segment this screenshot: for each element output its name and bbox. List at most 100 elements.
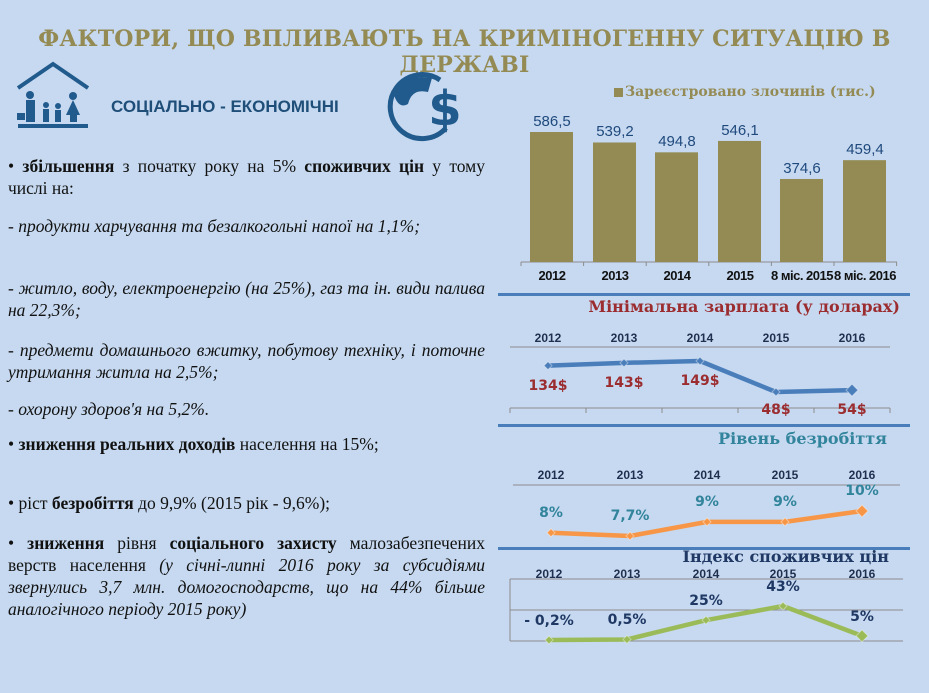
x-tick-label: 2016 — [848, 567, 876, 581]
text: - предмети домашнього вжитку, побутову т… — [8, 340, 485, 382]
x-tick-label: 2013 — [616, 468, 644, 482]
x-tick-label: 2014 — [692, 567, 720, 581]
bullet-income: • зниження реальних доходів населення на… — [8, 433, 485, 455]
section-label: СОЦІАЛЬНО - ЕКОНОМІЧНІ — [111, 97, 339, 116]
chart-title-cpi: Індекс споживчих цін — [682, 547, 889, 566]
text: - житло, воду, електроенергію (на 25%), … — [8, 278, 485, 320]
data-point-marker — [702, 517, 712, 527]
x-tick-label: 2014 — [693, 468, 721, 482]
x-tick-label: 2012 — [538, 268, 566, 283]
data-label: 0,5% — [607, 612, 647, 629]
data-point-marker — [778, 601, 788, 611]
data-point-marker — [855, 629, 869, 643]
x-tick-label: 2015 — [769, 567, 797, 581]
divider — [498, 293, 910, 296]
bullet-unemployment: • ріст безробіття до 9,9% (2015 рік - 9,… — [8, 492, 485, 514]
text: малозабезпечених верств населення — [8, 533, 486, 575]
bullet-dot: • — [8, 533, 15, 553]
bullet-prices: • збільшення з початку року на 5% спожив… — [8, 155, 485, 199]
bullet-dot: • — [8, 434, 15, 454]
data-label: 25% — [689, 593, 723, 610]
text: з початку року на 5% — [114, 156, 305, 176]
x-tick-label: 2013 — [613, 567, 641, 581]
sub-item-household: - предмети домашнього вжитку, побутову т… — [8, 339, 485, 383]
bar-data-label: 374,6 — [783, 159, 821, 177]
data-label: 9% — [773, 493, 797, 510]
text: (у січні-липні 2016 року за субсидіями з… — [8, 555, 485, 619]
bar — [718, 140, 761, 262]
data-label: - 0,2% — [524, 613, 574, 629]
page-title: ФАКТОРИ, ЩО ВПЛИВАЮТЬ НА КРИМІНОГЕННУ СИ… — [38, 26, 891, 78]
svg-text:$: $ — [428, 81, 461, 137]
sub-item-housing: - житло, воду, електроенергію (на 25%), … — [8, 277, 485, 321]
bar — [843, 160, 886, 262]
data-point-marker — [619, 358, 629, 368]
bold-text: соціального захисту — [169, 533, 337, 553]
data-label: 149$ — [680, 373, 720, 389]
x-tick-label: 2016 — [838, 331, 866, 345]
data-label: 48$ — [761, 402, 791, 418]
bar-data-label: 494,8 — [658, 133, 696, 151]
x-tick-label: 2015 — [762, 331, 790, 345]
bold-text: збільшення — [22, 156, 115, 176]
divider — [498, 424, 910, 427]
bold-text: безробіття — [51, 493, 134, 513]
data-label: 9% — [695, 493, 719, 510]
data-label: 7,7% — [610, 508, 650, 524]
x-tick-label: 2012 — [537, 468, 565, 482]
x-tick-label: 8 міс. 2015 — [771, 268, 833, 283]
data-point-marker — [546, 528, 556, 538]
data-point-marker — [845, 383, 859, 397]
data-point-marker — [625, 531, 635, 541]
data-label: 5% — [850, 608, 874, 625]
bar-chart-legend: Зареєстровано злочинів (тис.) — [614, 84, 876, 100]
legend-swatch — [614, 87, 623, 97]
x-tick-label: 2013 — [601, 268, 629, 283]
x-tick-label: 2012 — [534, 331, 562, 345]
x-tick-label: 2016 — [848, 468, 876, 482]
data-point-marker — [780, 517, 790, 527]
text: до 9,9% (2015 рік - 9,6%); — [133, 493, 331, 513]
data-label: 8% — [539, 504, 563, 521]
data-label: 10% — [845, 483, 879, 499]
bullet-social-protection: • зниження рівня соціального захисту мал… — [8, 532, 485, 620]
data-point-marker — [695, 356, 705, 366]
data-label: 134$ — [528, 377, 568, 394]
x-tick-label: 8 міс. 2016 — [834, 268, 896, 283]
text: рівня — [104, 533, 170, 553]
data-label: 143$ — [604, 374, 644, 391]
bar-data-label: 539,2 — [596, 123, 634, 141]
data-point-marker — [544, 635, 554, 645]
x-tick-label: 2012 — [535, 567, 563, 581]
x-tick-label: 2015 — [726, 268, 754, 283]
bar-data-label: 546,1 — [721, 121, 759, 139]
bar — [593, 142, 636, 262]
data-point-marker — [543, 360, 553, 371]
x-tick-label: 2014 — [686, 331, 714, 345]
bold-text: споживчих цін — [304, 156, 425, 176]
bold-text: зниження — [27, 533, 105, 553]
bar-data-label: 459,4 — [846, 141, 884, 159]
text: у тому числі на: — [8, 156, 485, 198]
x-tick-label: 2015 — [771, 468, 799, 482]
bold-text: зниження реальних доходів — [18, 434, 236, 454]
text: ріст — [14, 493, 52, 513]
bar — [780, 178, 823, 262]
divider — [498, 547, 910, 550]
x-tick-label: 2013 — [610, 331, 638, 345]
text: - охорону здоров'я на 5,2%. — [8, 399, 210, 419]
globe-dollar-icon: $ — [387, 72, 462, 142]
data-point-marker — [701, 615, 711, 625]
sub-item-health: - охорону здоров'я на 5,2%. — [8, 398, 485, 420]
data-point-marker — [855, 504, 869, 518]
chart-title-unemployment: Рівень безробіття — [718, 429, 887, 448]
bullet-dot: • — [8, 156, 15, 176]
bar — [655, 152, 698, 262]
text: - продукти харчування та безалкогольні н… — [8, 216, 421, 236]
text: населення на 15%; — [235, 434, 379, 454]
chart-title-min-wage: Мінімальна зарплата (у доларах) — [588, 297, 900, 316]
data-label: 43% — [766, 579, 800, 595]
x-tick-label: 2014 — [663, 268, 691, 283]
